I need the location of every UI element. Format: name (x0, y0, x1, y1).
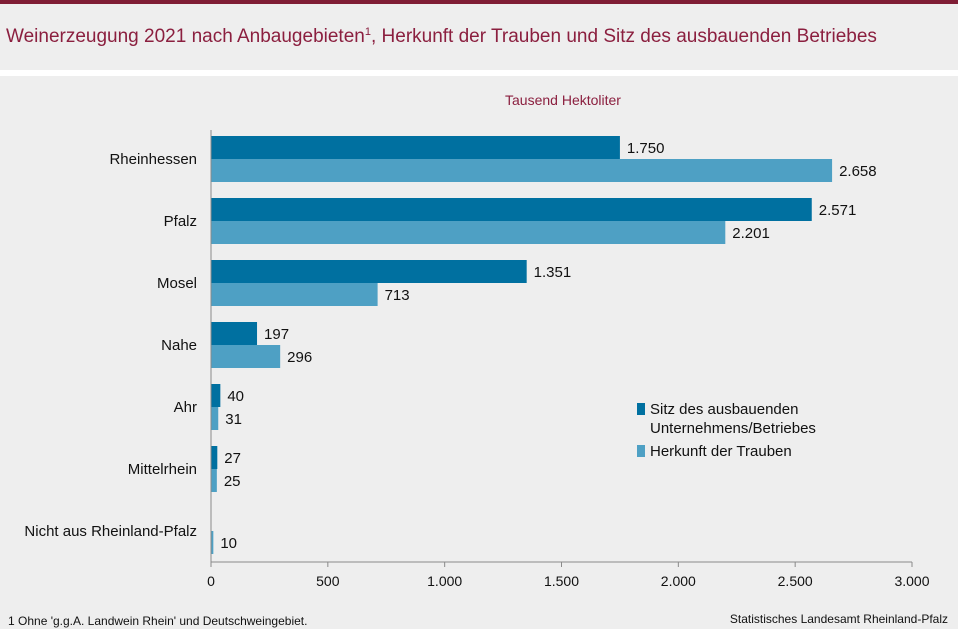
data-label: 296 (287, 349, 312, 366)
data-label: 10 (220, 535, 237, 552)
bar-chart: Tausend Hektoliter Rheinhessen 1.750 2.658 P… (24, 92, 929, 589)
legend-label: Herkunft der Trauben (650, 443, 792, 460)
bar-sitz (211, 260, 527, 283)
source-credit: Statistisches Landesamt Rheinland-Pfalz (729, 612, 948, 626)
bar-herkunft (211, 159, 833, 182)
category-label: Mosel (157, 275, 197, 292)
bar-sitz (211, 322, 258, 345)
data-label: 713 (385, 287, 410, 304)
header-separator (0, 70, 958, 76)
bar-herkunft (211, 469, 217, 492)
category-label: Pfalz (164, 213, 197, 230)
data-label: 2.201 (732, 225, 770, 242)
legend-swatch (637, 403, 645, 415)
legend-label: Sitz des ausbauenden (650, 401, 798, 418)
footnote: 1 Ohne 'g.g.A. Landwein Rhein' und Deuts… (8, 614, 308, 628)
x-tick-label: 2.500 (778, 573, 813, 589)
data-label: 2.658 (839, 163, 877, 180)
x-tick-label: 500 (316, 573, 340, 589)
data-label: 1.750 (627, 140, 665, 157)
bar-sitz (211, 446, 218, 469)
bar-sitz (211, 136, 620, 159)
bar-sitz (211, 384, 221, 407)
chart-title: Weinerzeugung 2021 nach Anbaugebieten1, … (6, 26, 877, 48)
x-tick-label: 0 (207, 573, 215, 589)
data-label: 2.571 (819, 202, 857, 219)
x-tick-label: 1.000 (427, 573, 462, 589)
legend-swatch (637, 445, 645, 457)
bar-herkunft (211, 407, 219, 430)
title-rest: , Herkunft der Trauben und Sitz des ausb… (370, 26, 877, 47)
data-label: 40 (227, 388, 244, 405)
bar-sitz (211, 198, 812, 221)
category-label: Nahe (161, 337, 197, 354)
category-label: Ahr (174, 399, 197, 416)
category-label: Nicht aus Rheinland-Pfalz (24, 523, 197, 540)
x-tick-label: 1.500 (544, 573, 579, 589)
bar-herkunft (211, 531, 214, 554)
chart-panel: Tausend Hektoliter Rheinhessen 1.750 2.658 P… (0, 76, 958, 629)
category-label: Mittelrhein (128, 461, 197, 478)
title-footnote-marker: 1 (364, 26, 371, 38)
chart-header: Weinerzeugung 2021 nach Anbaugebieten1, … (0, 4, 958, 70)
data-label: 197 (264, 326, 289, 343)
x-tick-label: 2.000 (661, 573, 696, 589)
x-tick-label: 3.000 (894, 573, 929, 589)
data-label: 27 (224, 450, 241, 467)
bar-herkunft (211, 221, 726, 244)
data-label: 31 (225, 411, 242, 428)
bar-herkunft (211, 345, 281, 368)
title-main: Weinerzeugung 2021 nach Anbaugebieten (6, 26, 365, 47)
top-accent-line (0, 0, 958, 4)
legend-label: Unternehmens/Betriebes (650, 420, 816, 437)
unit-label: Tausend Hektoliter (505, 92, 621, 108)
bar-herkunft (211, 283, 378, 306)
category-label: Rheinhessen (109, 151, 197, 168)
data-label: 25 (224, 473, 241, 490)
data-label: 1.351 (534, 264, 572, 281)
